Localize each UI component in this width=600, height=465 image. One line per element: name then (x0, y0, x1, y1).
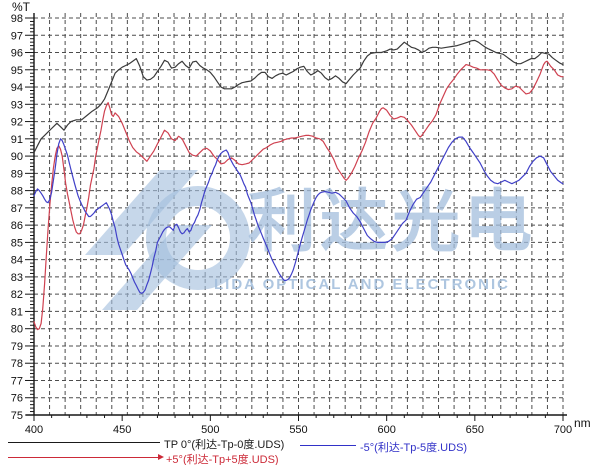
legend-line-black (8, 442, 160, 443)
svg-text:81: 81 (11, 306, 23, 318)
svg-text:92: 92 (11, 117, 23, 129)
svg-text:89: 89 (11, 168, 23, 180)
svg-text:550: 550 (289, 424, 307, 436)
svg-text:700: 700 (554, 424, 572, 436)
svg-text:600: 600 (377, 424, 395, 436)
legend-label-minus5: -5°(利达-Tp-5度.UDS) (360, 442, 468, 454)
svg-text:96: 96 (11, 48, 23, 60)
svg-text:95: 95 (11, 65, 23, 77)
legend-label-plus5: +5°(利达-Tp+5度.UDS) (166, 454, 279, 465)
svg-text:90: 90 (11, 151, 23, 163)
x-axis-unit-label: nm (574, 416, 591, 430)
svg-text:79: 79 (11, 341, 23, 353)
svg-text:650: 650 (466, 424, 484, 436)
svg-text:94: 94 (11, 82, 23, 94)
legend-entry-plus5: +5°(利达-Tp+5度.UDS) (8, 451, 338, 465)
legend-line-red (8, 457, 158, 458)
svg-text:87: 87 (11, 203, 23, 215)
legend-line-blue (300, 445, 356, 446)
svg-text:77: 77 (11, 375, 23, 387)
legend-entry-tp0: TP 0°(利达-Tp-0度.UDS) (8, 436, 338, 451)
svg-text:88: 88 (11, 186, 23, 198)
svg-text:84: 84 (11, 255, 23, 267)
legend-label-tp0: TP 0°(利达-Tp-0度.UDS) (164, 439, 285, 451)
svg-text:500: 500 (201, 424, 219, 436)
legend-arrow-icon (158, 454, 164, 460)
svg-text:75: 75 (11, 410, 23, 422)
svg-text:93: 93 (11, 99, 23, 111)
svg-text:86: 86 (11, 220, 23, 232)
svg-text:91: 91 (11, 134, 23, 146)
svg-text:450: 450 (113, 424, 131, 436)
svg-text:82: 82 (11, 289, 23, 301)
svg-text:80: 80 (11, 324, 23, 336)
svg-text:85: 85 (11, 237, 23, 249)
y-axis-unit-label: %T (12, 0, 30, 14)
svg-text:400: 400 (25, 424, 43, 436)
legend-entry-minus5: -5°(利达-Tp-5度.UDS) (300, 439, 580, 454)
svg-text:78: 78 (11, 358, 23, 370)
svg-text:98: 98 (11, 13, 23, 25)
svg-text:76: 76 (11, 393, 23, 405)
svg-text:83: 83 (11, 272, 23, 284)
svg-text:97: 97 (11, 30, 23, 42)
